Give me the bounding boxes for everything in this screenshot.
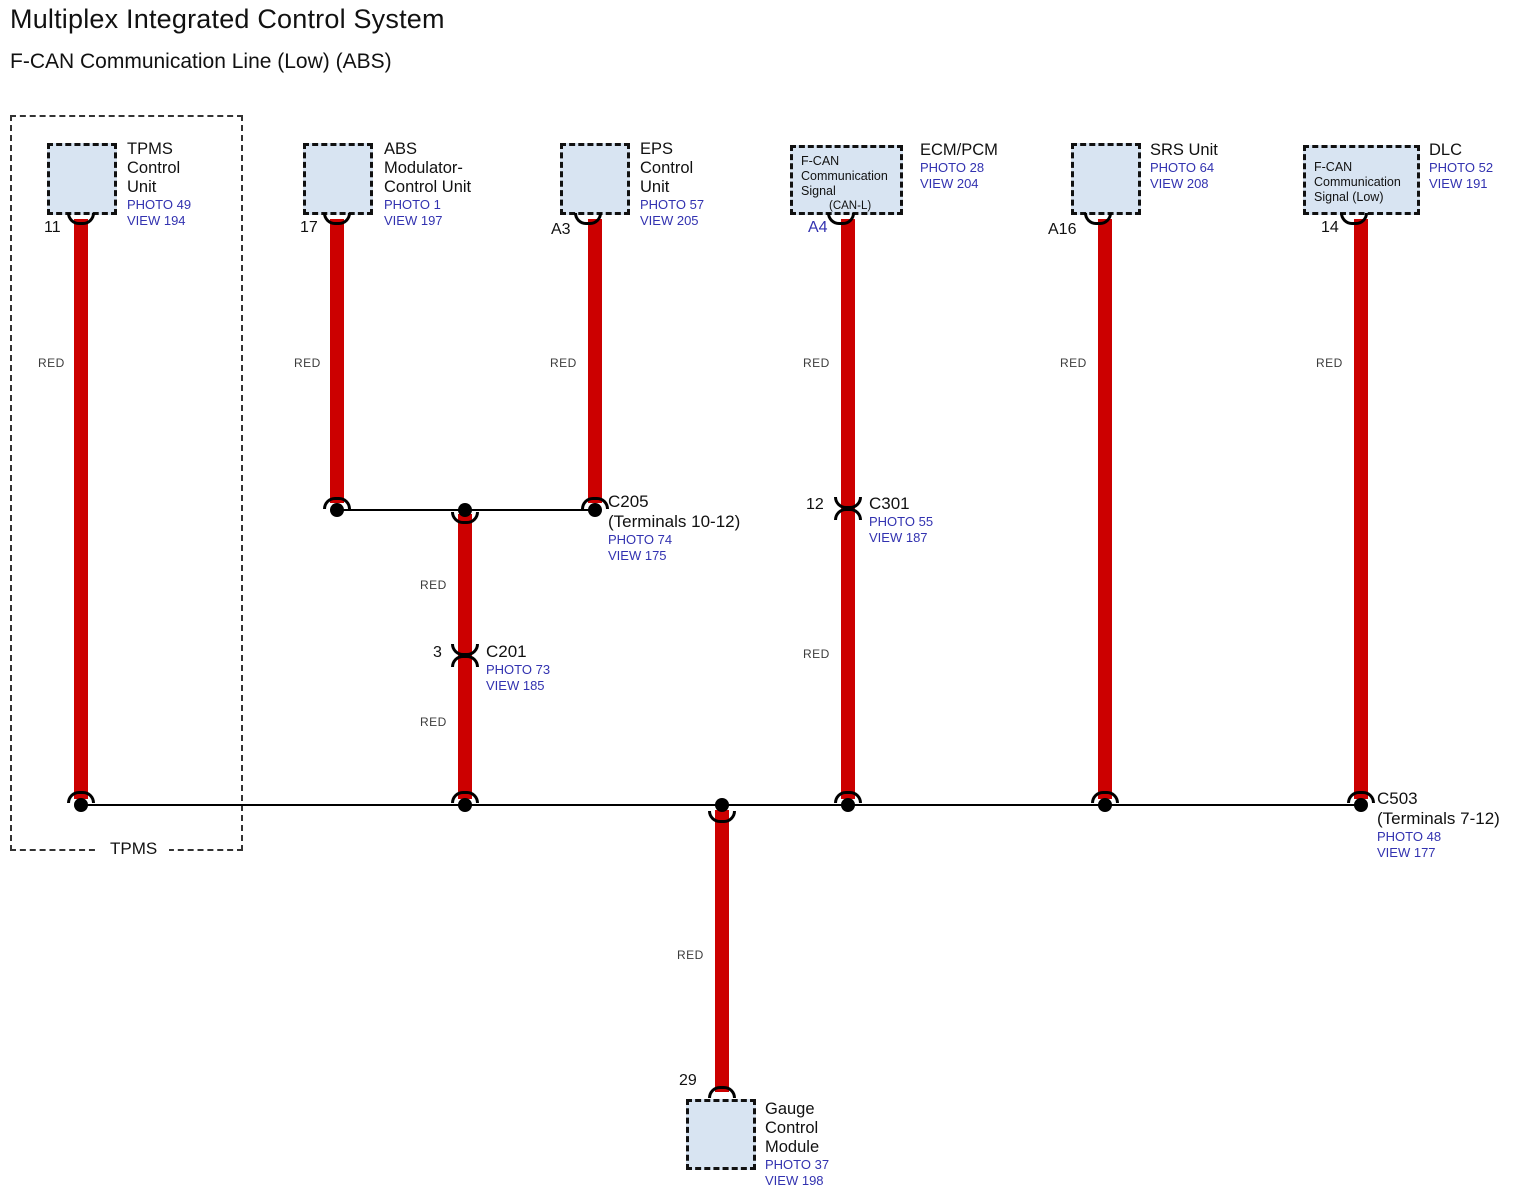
view-ref[interactable]: VIEW 197 bbox=[384, 212, 443, 228]
pin-label-dlc: 14 bbox=[1321, 219, 1339, 236]
dlc-box-signal-text: F-CAN Communication Signal (Low) bbox=[1314, 160, 1401, 204]
connector-label-c301: C301 PHOTO 55 VIEW 187 bbox=[869, 494, 933, 545]
connector-detail: (Terminals 7-12) bbox=[1377, 809, 1500, 828]
unit-box-eps bbox=[560, 143, 630, 215]
terminal-arc-bus-c201 bbox=[451, 791, 479, 803]
terminal-arc-abs bbox=[323, 213, 351, 225]
unit-label-abs: ABS Modulator- Control Unit PHOTO 1 VIEW… bbox=[384, 140, 471, 228]
terminal-arc-c205-left bbox=[323, 497, 351, 509]
terminal-arc-bus-gauge bbox=[708, 811, 736, 823]
photo-ref[interactable]: PHOTO 28 bbox=[920, 160, 985, 175]
view-ref[interactable]: VIEW 208 bbox=[1150, 175, 1209, 191]
wire-color-label: RED bbox=[803, 356, 830, 370]
terminal-arc-bus-srs bbox=[1091, 791, 1119, 803]
wire-color-label: RED bbox=[677, 948, 704, 962]
unit-name: Gauge Control Module bbox=[765, 1100, 820, 1156]
wire-color-label: RED bbox=[1060, 356, 1087, 370]
unit-label-gauge: Gauge Control Module PHOTO 37 VIEW 198 bbox=[765, 1100, 829, 1188]
pin-label-c201: 3 bbox=[433, 644, 442, 661]
diagram-title: Multiplex Integrated Control System bbox=[10, 4, 445, 34]
tpms-group-label: TPMS bbox=[98, 839, 170, 859]
unit-box-ecm: F-CAN Communication Signal (CAN-L) bbox=[790, 145, 903, 215]
unit-label-ecm: ECM/PCM PHOTO 28 VIEW 204 bbox=[920, 141, 998, 191]
photo-ref[interactable]: PHOTO 49 bbox=[127, 197, 192, 212]
wire-color-label: RED bbox=[550, 356, 577, 370]
pin-label-abs: 17 bbox=[300, 219, 318, 236]
wire-color-label: RED bbox=[294, 356, 321, 370]
connector-name: C503 bbox=[1377, 789, 1418, 808]
unit-name: SRS Unit bbox=[1150, 141, 1218, 159]
photo-ref[interactable]: PHOTO 48 bbox=[1377, 829, 1442, 844]
junction-dot bbox=[715, 798, 729, 812]
wire-color-label: RED bbox=[1316, 356, 1343, 370]
unit-label-dlc: DLC PHOTO 52 VIEW 191 bbox=[1429, 141, 1493, 191]
connector-detail: (Terminals 10-12) bbox=[608, 512, 741, 531]
view-ref[interactable]: VIEW 187 bbox=[869, 529, 928, 545]
view-ref[interactable]: VIEW 191 bbox=[1429, 175, 1488, 191]
unit-box-srs bbox=[1071, 143, 1141, 215]
wire-tpms bbox=[74, 219, 88, 799]
inline-connector-c201-bottom bbox=[451, 655, 479, 667]
unit-name: ECM/PCM bbox=[920, 141, 998, 159]
view-ref[interactable]: VIEW 204 bbox=[920, 175, 979, 191]
unit-label-srs: SRS Unit PHOTO 64 VIEW 208 bbox=[1150, 141, 1218, 191]
unit-name: TPMS Control Unit bbox=[127, 140, 181, 196]
wire-gauge bbox=[715, 810, 729, 1092]
unit-box-abs bbox=[303, 143, 373, 215]
terminal-arc-c205-right bbox=[581, 497, 609, 509]
unit-box-tpms bbox=[47, 143, 117, 215]
terminal-arc-gauge bbox=[708, 1086, 736, 1098]
connector-name: C205 bbox=[608, 492, 649, 511]
terminal-arc-bus-dlc bbox=[1347, 791, 1375, 803]
terminal-arc-bus-ecm bbox=[834, 791, 862, 803]
photo-ref[interactable]: PHOTO 73 bbox=[486, 662, 551, 677]
wire-dlc bbox=[1354, 219, 1368, 799]
photo-ref[interactable]: PHOTO 55 bbox=[869, 514, 934, 529]
connector-label-c503: C503 (Terminals 7-12) PHOTO 48 VIEW 177 bbox=[1377, 789, 1500, 860]
view-ref[interactable]: VIEW 198 bbox=[765, 1172, 824, 1188]
view-ref[interactable]: VIEW 194 bbox=[127, 212, 186, 228]
view-ref[interactable]: VIEW 205 bbox=[640, 212, 699, 228]
connector-label-c201: C201 PHOTO 73 VIEW 185 bbox=[486, 642, 550, 693]
unit-name: ABS Modulator- Control Unit bbox=[384, 140, 472, 196]
view-ref[interactable]: VIEW 177 bbox=[1377, 844, 1436, 860]
unit-name: EPS Control Unit bbox=[640, 140, 694, 196]
photo-ref[interactable]: PHOTO 1 bbox=[384, 197, 441, 212]
unit-label-tpms: TPMS Control Unit PHOTO 49 VIEW 194 bbox=[127, 140, 191, 228]
connector-name: C301 bbox=[869, 494, 910, 513]
photo-ref[interactable]: PHOTO 74 bbox=[608, 532, 673, 547]
terminal-arc-c205-down bbox=[451, 512, 479, 524]
unit-name: DLC bbox=[1429, 141, 1463, 159]
connector-label-c205: C205 (Terminals 10-12) PHOTO 74 VIEW 175 bbox=[608, 492, 740, 563]
inline-connector-c301-bottom bbox=[834, 508, 862, 520]
wire-color-label: RED bbox=[420, 715, 447, 729]
pin-label-gauge: 29 bbox=[679, 1072, 697, 1089]
pin-label-tpms: 11 bbox=[44, 219, 61, 236]
ecm-box-canl-text: (CAN-L) bbox=[829, 200, 872, 212]
terminal-arc-bus-tpms bbox=[67, 791, 95, 803]
view-ref[interactable]: VIEW 185 bbox=[486, 677, 545, 693]
wire-color-label: RED bbox=[38, 356, 65, 370]
wire-color-label: RED bbox=[803, 647, 830, 661]
photo-ref[interactable]: PHOTO 52 bbox=[1429, 160, 1494, 175]
view-ref[interactable]: VIEW 175 bbox=[608, 547, 667, 563]
photo-ref[interactable]: PHOTO 37 bbox=[765, 1157, 830, 1172]
ecm-box-signal-text: F-CAN Communication Signal bbox=[801, 154, 888, 198]
wire-color-label: RED bbox=[420, 578, 447, 592]
connector-name: C201 bbox=[486, 642, 527, 661]
unit-box-gauge bbox=[686, 1099, 756, 1170]
wire-abs bbox=[330, 219, 344, 503]
photo-ref[interactable]: PHOTO 64 bbox=[1150, 160, 1215, 175]
wire-srs bbox=[1098, 219, 1112, 799]
pin-label-ecm: A4 bbox=[808, 219, 828, 236]
pin-label-eps: A3 bbox=[551, 221, 571, 238]
pin-label-srs: A16 bbox=[1048, 221, 1077, 238]
photo-ref[interactable]: PHOTO 57 bbox=[640, 197, 705, 212]
wire-eps bbox=[588, 219, 602, 503]
pin-label-c301: 12 bbox=[806, 496, 824, 513]
unit-label-eps: EPS Control Unit PHOTO 57 VIEW 205 bbox=[640, 140, 704, 228]
unit-box-dlc: F-CAN Communication Signal (Low) bbox=[1303, 145, 1420, 215]
diagram-subtitle: F-CAN Communication Line (Low) (ABS) bbox=[10, 50, 392, 73]
